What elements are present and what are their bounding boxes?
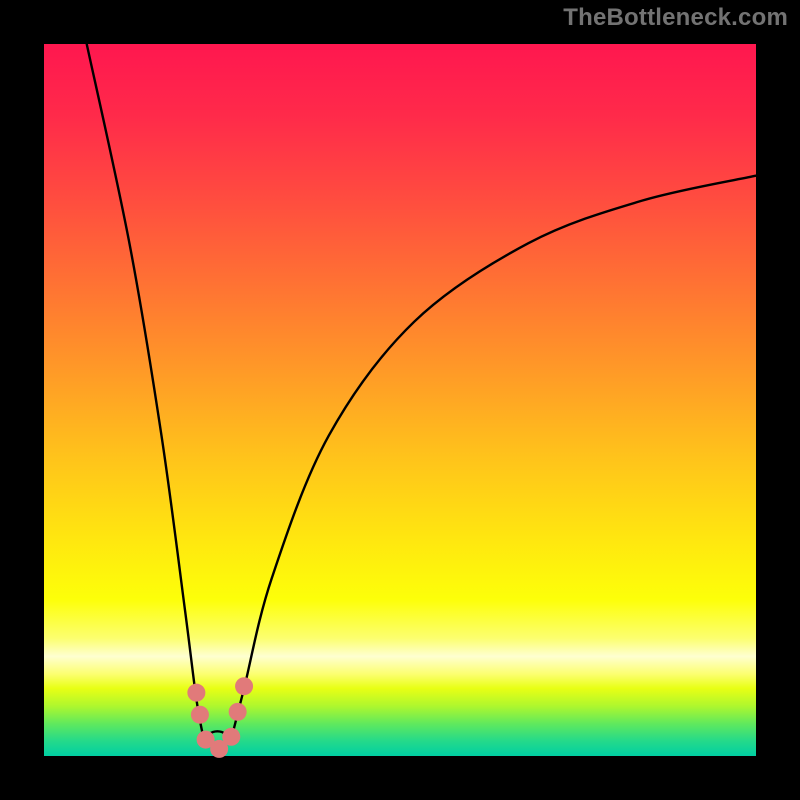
plot-background (44, 44, 756, 756)
dip-marker (222, 728, 240, 746)
dip-marker (191, 706, 209, 724)
dip-marker (187, 684, 205, 702)
watermark-text: TheBottleneck.com (563, 4, 788, 32)
dip-marker (229, 703, 247, 721)
chart-stage: TheBottleneck.com (0, 0, 800, 800)
dip-marker (235, 677, 253, 695)
chart-svg (0, 0, 800, 800)
